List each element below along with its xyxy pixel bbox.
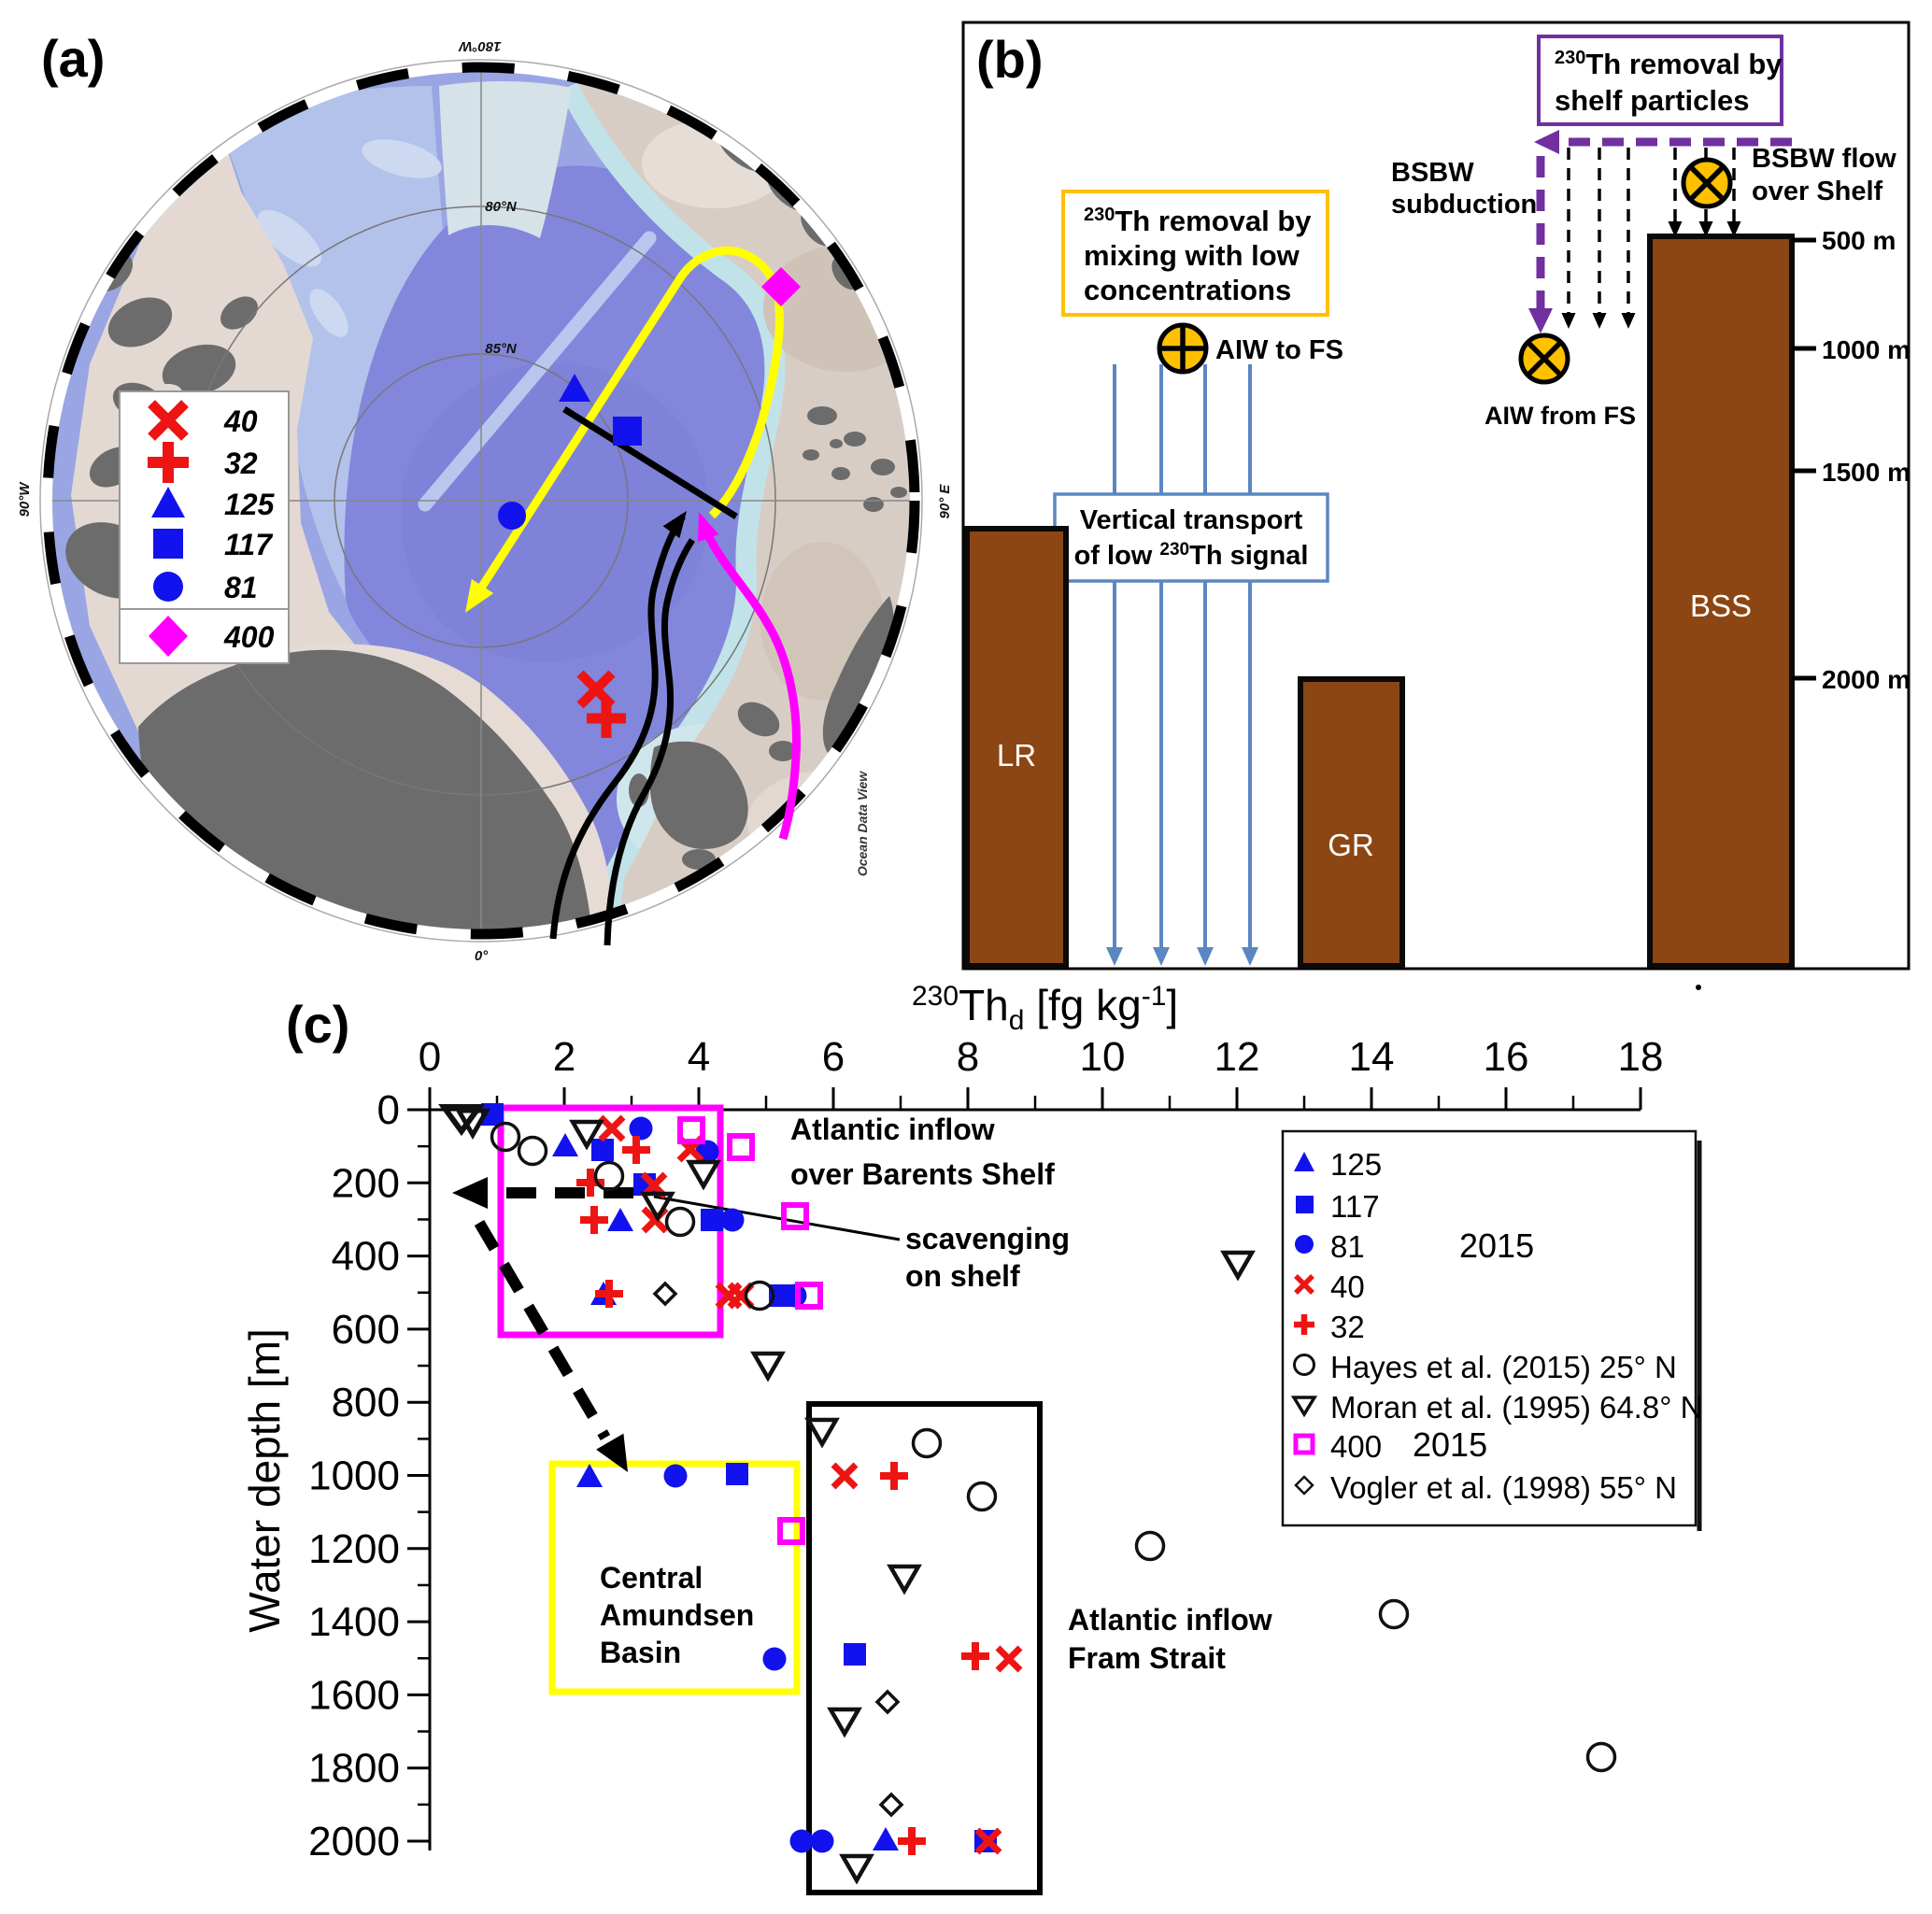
svg-text:6: 6 (822, 1034, 845, 1080)
svg-text:scavenging: scavenging (905, 1222, 1070, 1255)
svg-text:230Th removal by: 230Th removal by (1555, 48, 1783, 80)
svg-text:Moran et al. (1995) 64.8° N: Moran et al. (1995) 64.8° N (1330, 1390, 1702, 1425)
svg-text:concentrations: concentrations (1084, 274, 1291, 306)
svg-text:Vogler et al. (1998) 55° N: Vogler et al. (1998) 55° N (1330, 1470, 1677, 1505)
svg-text:GR: GR (1328, 828, 1374, 862)
svg-text:2000 m: 2000 m (1822, 665, 1911, 694)
svg-text:125: 125 (224, 488, 276, 521)
svg-text:LR: LR (997, 738, 1036, 773)
svg-text:400: 400 (332, 1234, 400, 1280)
svg-text:Atlantic inflow: Atlantic inflow (1068, 1603, 1272, 1637)
svg-text:0°: 0° (475, 948, 489, 964)
svg-text:230Th removal by: 230Th removal by (1084, 205, 1312, 237)
svg-text:40: 40 (1330, 1269, 1365, 1304)
svg-text:1500 m: 1500 m (1822, 458, 1911, 487)
svg-text:on shelf: on shelf (905, 1259, 1020, 1293)
svg-text:600: 600 (332, 1307, 400, 1353)
svg-text:200: 200 (332, 1160, 400, 1206)
svg-text:Vertical transport: Vertical transport (1080, 505, 1303, 535)
svg-text:90° E: 90° E (937, 484, 953, 519)
svg-text:81: 81 (224, 571, 258, 604)
svg-text:400: 400 (1330, 1429, 1382, 1464)
svg-text:10: 10 (1080, 1034, 1126, 1080)
svg-text:BSBW: BSBW (1391, 158, 1474, 188)
svg-text:80°N: 80°N (485, 199, 518, 215)
svg-text:2: 2 (553, 1034, 575, 1080)
svg-text:8: 8 (957, 1034, 979, 1080)
svg-text:1200: 1200 (308, 1526, 400, 1572)
svg-text:AIW from FS: AIW from FS (1485, 402, 1636, 430)
svg-text:BSS: BSS (1690, 588, 1752, 623)
svg-text:1000 m: 1000 m (1822, 335, 1911, 364)
svg-text:mixing with low: mixing with low (1084, 239, 1300, 272)
svg-text:400: 400 (223, 620, 275, 654)
svg-text:117: 117 (1330, 1189, 1380, 1224)
svg-text:Water depth [m]: Water depth [m] (240, 1328, 289, 1633)
svg-text:81: 81 (1330, 1229, 1365, 1264)
svg-text:85°N: 85°N (485, 341, 518, 357)
svg-text:of low 230Th signal: of low 230Th signal (1074, 540, 1309, 571)
svg-text:BSBW flow: BSBW flow (1752, 144, 1896, 174)
svg-text:90°W: 90°W (17, 481, 33, 517)
svg-text:0: 0 (419, 1034, 441, 1080)
svg-text:2015: 2015 (1459, 1226, 1534, 1265)
svg-text:117: 117 (224, 528, 274, 561)
svg-text:subduction: subduction (1391, 190, 1537, 220)
svg-text:Central: Central (600, 1561, 703, 1595)
svg-text:40: 40 (223, 404, 258, 438)
svg-text:1800: 1800 (308, 1746, 400, 1792)
svg-text:0: 0 (377, 1087, 400, 1133)
svg-text:180°W: 180°W (458, 38, 502, 54)
svg-text:18: 18 (1618, 1034, 1664, 1080)
svg-text:over Barents Shelf: over Barents Shelf (790, 1157, 1055, 1191)
svg-text:230Thd [fg kg-1]: 230Thd [fg kg-1] (912, 981, 1178, 1036)
svg-text:1400: 1400 (308, 1599, 400, 1645)
svg-text:12: 12 (1215, 1034, 1260, 1080)
svg-text:AIW to FS: AIW to FS (1215, 335, 1343, 365)
svg-text:2000: 2000 (308, 1819, 400, 1864)
svg-text:4: 4 (688, 1034, 710, 1080)
svg-text:14: 14 (1349, 1034, 1395, 1080)
svg-text:800: 800 (332, 1380, 400, 1425)
svg-text:Basin: Basin (600, 1636, 681, 1669)
svg-text:16: 16 (1484, 1034, 1529, 1080)
svg-text:125: 125 (1330, 1147, 1382, 1182)
svg-text:32: 32 (224, 447, 258, 480)
svg-text:(a): (a) (41, 29, 105, 88)
svg-text:1000: 1000 (308, 1453, 400, 1499)
svg-text:Atlantic inflow: Atlantic inflow (790, 1113, 995, 1146)
svg-text:(c): (c) (286, 995, 349, 1054)
svg-text:2015: 2015 (1413, 1425, 1487, 1464)
svg-text:Fram Strait: Fram Strait (1068, 1641, 1226, 1675)
svg-text:Ocean Data View: Ocean Data View (855, 771, 870, 876)
svg-text:over Shelf: over Shelf (1752, 177, 1883, 206)
svg-text:shelf particles: shelf particles (1555, 84, 1749, 117)
svg-text:1600: 1600 (308, 1672, 400, 1718)
svg-text:Hayes et al. (2015) 25° N: Hayes et al. (2015) 25° N (1330, 1350, 1677, 1384)
svg-text:Amundsen: Amundsen (600, 1598, 754, 1632)
svg-text:32: 32 (1330, 1310, 1365, 1344)
svg-text:(b): (b) (976, 30, 1044, 89)
svg-text:500 m: 500 m (1822, 226, 1896, 255)
